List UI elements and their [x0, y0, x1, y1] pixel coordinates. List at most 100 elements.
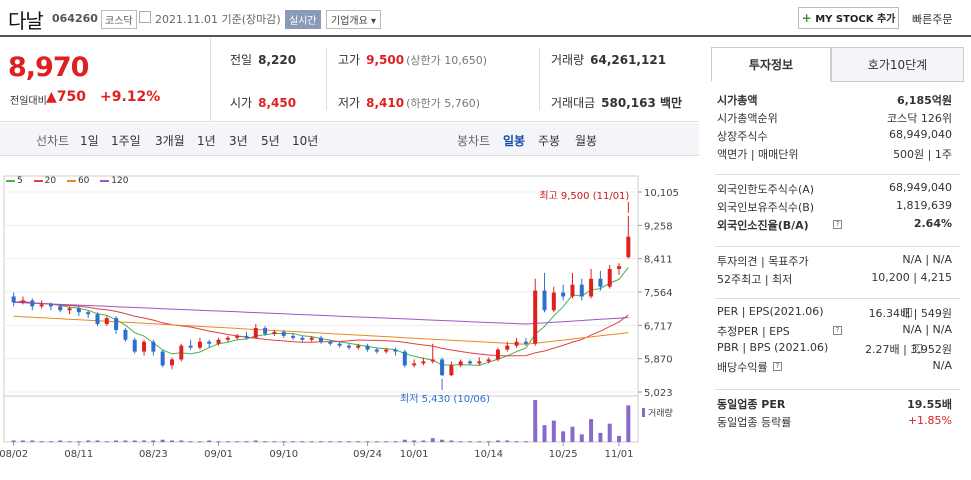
- volume-bar: [393, 441, 398, 443]
- info-row-value: N/A | N/A: [902, 323, 952, 336]
- candle-body: [346, 345, 351, 348]
- tab-3y[interactable]: 3년: [229, 134, 248, 148]
- calendar-icon: [139, 11, 151, 23]
- volume-bar: [235, 441, 240, 443]
- info-row: PBR | BPS (2021.06)? 2.27배 | 3,952원: [717, 341, 958, 358]
- candle-body: [393, 349, 398, 352]
- chart-period-tabs: 선차트 1일 1주일 3개월 1년 3년 5년 10년 봉차트 일봉 주봉 월봉: [0, 123, 699, 156]
- y-tick-label: 5,023: [644, 388, 673, 399]
- panel-divider: [715, 298, 960, 299]
- info-row: 시가총액순위 코스닥 126위: [717, 110, 958, 127]
- candle-body: [458, 361, 463, 366]
- candle-body: [160, 351, 165, 366]
- plus-icon: +: [801, 11, 812, 25]
- y-tick-label: 8,411: [644, 255, 673, 266]
- candle-body: [132, 339, 137, 352]
- tab-5y[interactable]: 5년: [261, 134, 280, 148]
- info-row-value: 68,949,040: [889, 128, 952, 141]
- add-my-stock-button[interactable]: + MY STOCK 추가: [798, 7, 899, 29]
- info-row-label: 배당수익률: [717, 361, 768, 374]
- stock-header: 다날 064260 코스닥 2021.11.01 기준(장마감) 실시간 기업개…: [0, 0, 971, 37]
- tab-3m[interactable]: 3개월: [155, 134, 185, 148]
- volume-bar: [449, 440, 454, 442]
- info-row-label: 외국인한도주식수(A): [717, 183, 815, 196]
- candle-body: [589, 278, 594, 297]
- info-row: 상장주식수 68,949,040: [717, 128, 958, 145]
- help-icon[interactable]: ?: [903, 308, 912, 317]
- tab-10y[interactable]: 10년: [292, 134, 319, 148]
- company-overview-dropdown[interactable]: 기업개요 ▾: [326, 10, 382, 29]
- legend-ma120: 120: [100, 176, 128, 186]
- tab-quote-10[interactable]: 호가10단계: [831, 47, 964, 82]
- x-tick-label: 10/25: [549, 449, 578, 460]
- info-row-value: N/A: [932, 359, 952, 372]
- candle-body: [440, 359, 445, 376]
- max-annotation: 최고 9,500 (11/01): [539, 190, 629, 202]
- tab-1d[interactable]: 1일: [80, 134, 99, 148]
- legend-ma20: 20: [33, 176, 56, 186]
- price-chart: 10,105 9,258 8,411 7,564 6,717 5,870 5,023 최고 9…: [0, 156, 699, 480]
- tab-daily[interactable]: 일봉: [503, 134, 526, 148]
- tab-investment-info[interactable]: 투자정보: [711, 47, 831, 82]
- info-row: 외국인보유주식수(B) 1,819,639: [717, 199, 958, 216]
- info-row-value: 코스닥 126위: [887, 112, 952, 125]
- info-row-label: 투자의견 | 목표주가: [717, 255, 809, 268]
- panel-divider: [715, 174, 960, 175]
- volume-bar: [20, 440, 25, 442]
- tab-1y[interactable]: 1년: [197, 134, 216, 148]
- candle-body: [505, 345, 510, 350]
- y-tick-label: 10,105: [644, 188, 679, 199]
- line-chart-label[interactable]: 선차트: [36, 134, 70, 148]
- volume-bar: [356, 441, 361, 443]
- panel-tabs: 투자정보 호가10단계: [711, 47, 964, 82]
- volume-bar: [514, 441, 519, 443]
- x-tick-label: 08/02: [0, 449, 28, 460]
- stat-low: 저가 8,410 (하한가 5,760): [338, 96, 480, 110]
- candle-body: [356, 345, 361, 348]
- candle-body: [39, 304, 44, 307]
- candle-body: [412, 363, 417, 366]
- tab-1w[interactable]: 1주일: [111, 134, 141, 148]
- help-icon[interactable]: ?: [833, 326, 842, 335]
- help-icon[interactable]: ?: [833, 220, 842, 229]
- candle-body: [104, 318, 109, 325]
- min-annotation: 최저 5,430 (10/06): [400, 393, 490, 405]
- quick-order-link[interactable]: 빠른주문: [912, 13, 953, 26]
- candle-body: [449, 365, 454, 376]
- volume-bar: [468, 441, 473, 443]
- volume-bar: [76, 441, 81, 443]
- candle-chart-label[interactable]: 봉차트: [457, 134, 491, 148]
- candle-body: [514, 341, 519, 346]
- stat-volume: 거래량 64,261,121: [551, 53, 667, 67]
- candle-body: [272, 331, 277, 334]
- realtime-button[interactable]: 실시간: [285, 10, 321, 29]
- volume-bar: [430, 438, 435, 442]
- volume-bar: [151, 440, 156, 442]
- volume-bar: [67, 441, 72, 443]
- help-icon[interactable]: ?: [773, 362, 782, 371]
- x-tick-label: 10/01: [400, 449, 429, 460]
- volume-bar: [300, 441, 305, 443]
- volume-bar: [272, 441, 277, 443]
- candle-body: [281, 331, 286, 336]
- x-tick-label: 10/14: [474, 449, 503, 460]
- volume-bar: [207, 440, 212, 442]
- volume-bar: [104, 441, 109, 443]
- stat-high: 고가 9,500 (상한가 10,650): [338, 53, 487, 67]
- info-row-value: 6,185억원: [896, 94, 952, 107]
- candle-body: [626, 236, 631, 258]
- base-date: 2021.11.01 기준(장마감): [155, 13, 281, 26]
- volume-bar: [412, 440, 417, 442]
- tab-monthly[interactable]: 월봉: [575, 134, 598, 148]
- volume-bar: [263, 441, 268, 443]
- volume-bar: [281, 441, 286, 443]
- y-tick-label: 6,717: [644, 321, 673, 332]
- tab-weekly[interactable]: 주봉: [538, 134, 561, 148]
- ma120-line: [13, 301, 629, 325]
- info-row: 동일업종 등락률 +1.85%: [717, 414, 958, 431]
- candle-body: [235, 335, 240, 338]
- help-icon[interactable]: ?: [913, 344, 922, 353]
- volume-bar: [253, 440, 258, 442]
- volume-bar: [374, 441, 379, 443]
- volume-bar: [598, 432, 603, 442]
